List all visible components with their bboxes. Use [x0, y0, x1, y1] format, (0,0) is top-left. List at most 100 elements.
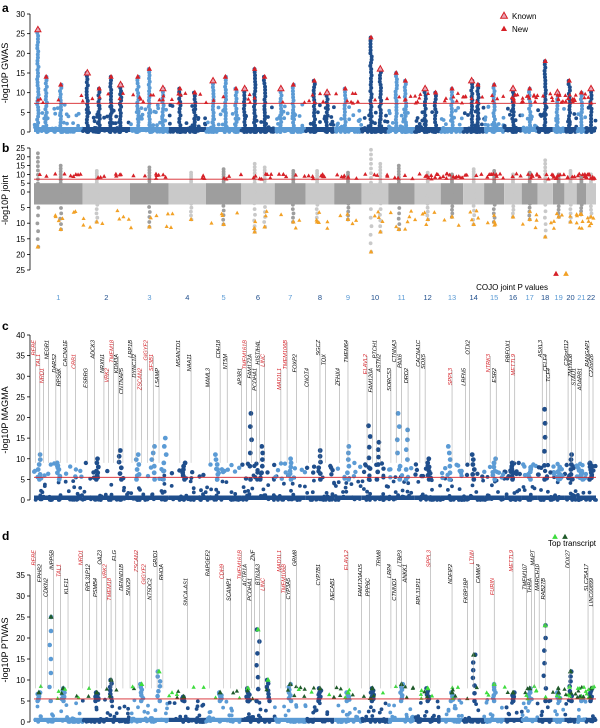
cojo-red-marker: [322, 174, 327, 179]
gwas-peak-point: [35, 37, 40, 41]
data-point: [312, 705, 317, 709]
magma-point: [358, 464, 363, 469]
gwas-peak-point: [242, 93, 247, 98]
joint-point-down: [36, 205, 41, 210]
joint-point-down: [425, 205, 430, 210]
cojo-red-marker: [487, 172, 492, 176]
magma-point: [566, 475, 571, 481]
new-locus-marker: [183, 91, 188, 95]
data-point: [423, 714, 427, 718]
data-point: [364, 714, 369, 719]
joint-band: [564, 192, 577, 205]
joint-band: [34, 183, 83, 192]
point-band: [440, 495, 464, 500]
new-locus-marker: [480, 94, 485, 99]
gwas-peak-point: [43, 107, 48, 112]
magma-point: [583, 471, 589, 477]
ptwas-point: [568, 674, 573, 679]
new-locus-marker: [490, 98, 495, 103]
data-point: [126, 491, 131, 495]
cojo-orange-marker: [220, 213, 225, 217]
gene-label: RPS6K: [57, 368, 63, 387]
gwas-peak-point: [422, 130, 427, 134]
joint-point-down: [397, 206, 402, 210]
gwas-peak-point: [35, 52, 40, 57]
point-band: [334, 495, 362, 500]
gene-label: DRD2: [404, 367, 410, 383]
magma-point: [564, 462, 569, 468]
gwas-peak-point: [36, 89, 41, 94]
data-point: [220, 479, 225, 484]
gwas-peak-point: [279, 110, 284, 114]
top-transcript-marker: [450, 687, 455, 692]
data-point: [164, 107, 169, 112]
gwas-peak-point: [85, 98, 90, 103]
cojo-orange-marker: [253, 219, 258, 224]
magma-point: [545, 462, 551, 468]
gwas-peak-point: [223, 117, 228, 121]
gwas-peak-point: [136, 120, 141, 125]
legend-transcript-dark-icon: [562, 533, 568, 539]
gwas-peak-point: [253, 114, 258, 119]
gwas-peak-point: [475, 108, 480, 112]
gwas-peak-point: [511, 120, 516, 124]
data-point: [339, 117, 344, 121]
top-transcript-marker: [577, 693, 583, 698]
gwas-peak-point: [44, 110, 49, 115]
cojo-orange-marker: [345, 211, 350, 216]
magma-point: [302, 470, 308, 475]
gene-label: EPHB2: [37, 563, 43, 582]
data-point: [430, 487, 434, 492]
top-transcript-marker: [562, 686, 567, 691]
magma-point: [36, 462, 42, 467]
point-band: [168, 495, 206, 500]
magma-point: [134, 467, 140, 472]
new-locus-marker: [463, 94, 468, 98]
joint-point-up: [36, 168, 40, 173]
data-point: [35, 704, 40, 709]
new-locus-marker: [515, 92, 520, 97]
gwas-peak-point: [491, 85, 496, 90]
data-point: [114, 114, 119, 119]
cojo-red-marker: [530, 174, 535, 178]
panel-c-y-tick-label: 15: [16, 434, 25, 443]
gwas-peak-point: [492, 108, 497, 112]
gene-label: TRIM8: [376, 549, 382, 567]
joint-point-up: [378, 168, 383, 173]
new-locus-marker: [334, 91, 339, 96]
gwas-peak-point: [263, 91, 268, 96]
gene-label: CELF4: [543, 354, 549, 371]
cojo-red-marker: [117, 172, 122, 177]
data-point: [532, 486, 537, 491]
panel-c-y-tick-label: 20: [16, 414, 25, 423]
gwas-peak-point: [343, 123, 347, 128]
gene-label: RBFOX1: [506, 340, 512, 362]
gwas-peak-point: [511, 103, 516, 108]
gwas-peak-point: [119, 104, 124, 109]
gene-label: ESRRG: [83, 367, 89, 388]
gene-label: STAU1: [571, 368, 577, 386]
gene-label: SOX5: [421, 353, 427, 369]
data-point: [143, 107, 148, 112]
new-locus-marker: [56, 97, 61, 102]
data-point: [500, 705, 504, 710]
joint-point-down: [589, 204, 593, 209]
new-locus-marker: [402, 97, 407, 102]
data-point: [496, 122, 501, 126]
gwas-peak-point: [253, 123, 258, 128]
gwas-peak-point: [579, 123, 584, 128]
data-point: [113, 121, 118, 126]
gwas-peak-point: [567, 104, 572, 109]
panel-c-y-tick-label: 35: [16, 352, 25, 361]
top-transcript-marker: [298, 685, 303, 690]
data-point: [153, 708, 158, 713]
gwas-peak-point: [252, 111, 257, 116]
gwas-peak-point: [161, 106, 166, 111]
cojo-red-marker: [444, 171, 449, 176]
cojo-orange-marker: [164, 224, 169, 228]
magma-point: [177, 468, 182, 473]
joint-point-up: [58, 187, 63, 192]
data-point: [259, 120, 264, 124]
gwas-peak-point: [579, 93, 584, 98]
cojo-orange-marker: [456, 223, 461, 227]
